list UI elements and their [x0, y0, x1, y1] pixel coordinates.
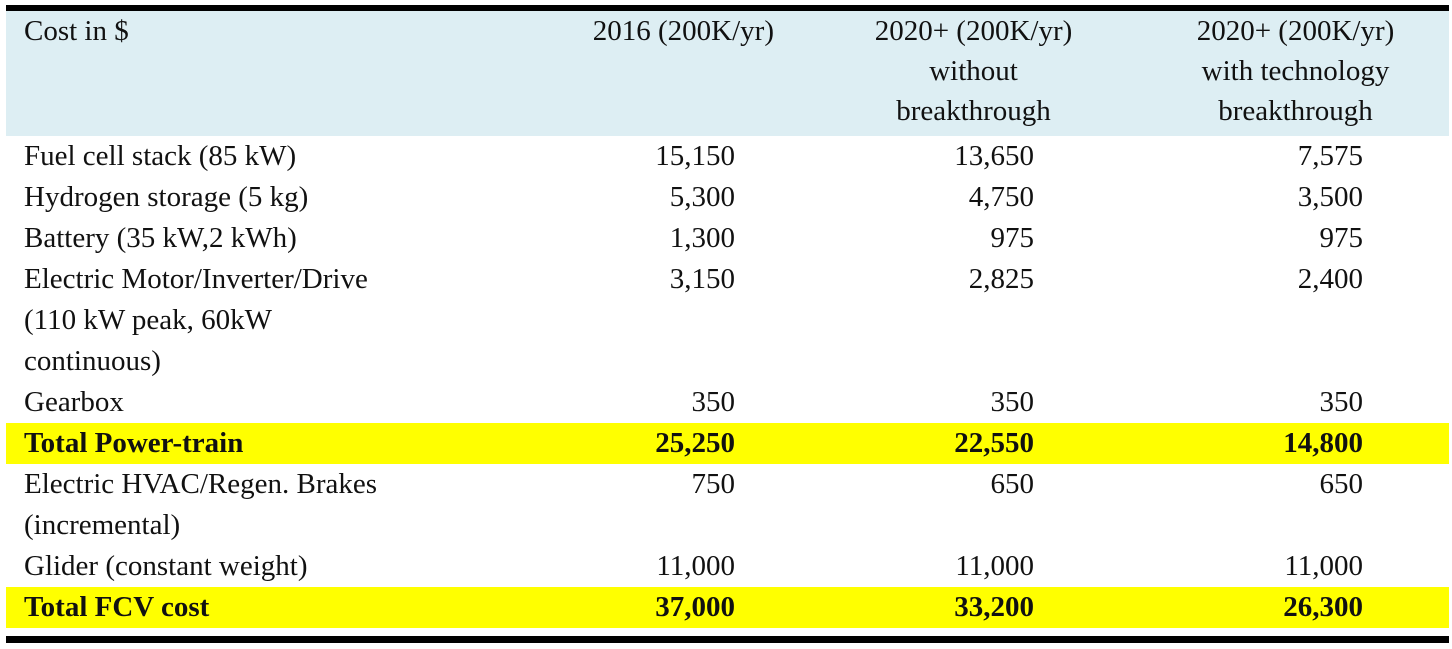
row-label-line: Battery (35 kW,2 kWh)	[24, 222, 297, 254]
header-2020-without: 2020+ (200K/yr) without breakthrough	[823, 11, 1124, 136]
table-body: Fuel cell stack (85 kW) 15,150 13,650 7,…	[6, 136, 1449, 628]
cell-2020-without: 350	[990, 386, 1035, 418]
header-cost-label: Cost in $	[6, 11, 524, 136]
row-label-line: Electric Motor/Inverter/Drive	[24, 263, 368, 295]
row-electric-hvac: Electric HVAC/Regen. Brakes (incremental…	[6, 464, 1449, 546]
cell-2020-without: 2,825	[968, 263, 1034, 295]
header-2020-without-line: without	[929, 55, 1018, 87]
cell-2020-without: 13,650	[954, 140, 1034, 172]
cell-2020-without: 650	[990, 468, 1035, 500]
cell-2020-with: 3,500	[1297, 181, 1363, 213]
header-2020-with-line: with technology	[1201, 55, 1390, 87]
cell-2020-without: 975	[990, 222, 1035, 254]
cell-2016: 11,000	[656, 550, 735, 582]
bottom-rule	[6, 636, 1449, 643]
row-label-line: (incremental)	[24, 509, 181, 541]
row-label: Total FCV cost	[6, 587, 524, 628]
row-label-line: continuous)	[24, 345, 161, 377]
cell-2016: 750	[691, 468, 736, 500]
row-battery: Battery (35 kW,2 kWh) 1,300 975 975	[6, 218, 1449, 259]
row-total-power-train: Total Power-train 25,250 22,550 14,800	[6, 423, 1449, 464]
cell-2020-with: 26,300	[1124, 587, 1449, 628]
cell-2020-with: 11,000	[1284, 550, 1363, 582]
row-label-line: Fuel cell stack (85 kW)	[24, 140, 297, 172]
row-label: Total Power-train	[6, 423, 524, 464]
header-2020-with: 2020+ (200K/yr) with technology breakthr…	[1124, 11, 1449, 136]
row-label: Fuel cell stack (85 kW)	[6, 136, 524, 177]
row-label-line: Electric HVAC/Regen. Brakes	[24, 468, 378, 500]
cell-2020-without: 4,750	[968, 181, 1034, 213]
cell-2020-with: 650	[1319, 468, 1364, 500]
cell-2016: 25,250	[524, 423, 823, 464]
row-electric-motor: Electric Motor/Inverter/Drive (110 kW pe…	[6, 259, 1449, 382]
row-glider: Glider (constant weight) 11,000 11,000 1…	[6, 546, 1449, 587]
header-2020-without-line: breakthrough	[896, 95, 1051, 127]
cell-2020-with: 7,575	[1297, 140, 1363, 172]
header-2020-without-line: 2020+ (200K/yr)	[874, 15, 1073, 47]
row-label-line: Total FCV cost	[24, 591, 210, 623]
top-rule	[6, 5, 1449, 11]
row-label-line: (110 kW peak, 60kW	[24, 304, 273, 336]
row-label: Battery (35 kW,2 kWh)	[6, 218, 524, 259]
row-label-line: Glider (constant weight)	[24, 550, 308, 582]
header-2020-with-line: 2020+ (200K/yr)	[1196, 15, 1395, 47]
cell-2016: 5,300	[669, 181, 735, 213]
row-total-fcv-cost: Total FCV cost 37,000 33,200 26,300	[6, 587, 1449, 628]
cell-2016: 3,150	[669, 263, 735, 295]
row-gearbox: Gearbox 350 350 350	[6, 382, 1449, 423]
header-row: Cost in $ 2016 (200K/yr) 2020+ (200K/yr)…	[6, 11, 1449, 136]
header-2016: 2016 (200K/yr)	[524, 11, 823, 136]
row-label: Glider (constant weight)	[6, 546, 524, 587]
cell-2020-without: 11,000	[955, 550, 1034, 582]
row-label: Electric Motor/Inverter/Drive (110 kW pe…	[6, 259, 524, 382]
cell-2016: 350	[691, 386, 736, 418]
row-label-line: Total Power-train	[24, 427, 244, 459]
row-label: Electric HVAC/Regen. Brakes (incremental…	[6, 464, 524, 546]
header-2020-with-line: breakthrough	[1218, 95, 1373, 127]
cell-2020-with: 14,800	[1124, 423, 1449, 464]
row-label-line: Gearbox	[24, 386, 124, 418]
cell-2020-without: 33,200	[823, 587, 1124, 628]
cell-2016: 15,150	[655, 140, 735, 172]
cell-2016: 37,000	[524, 587, 823, 628]
row-label: Hydrogen storage (5 kg)	[6, 177, 524, 218]
cell-2020-with: 350	[1319, 386, 1364, 418]
cell-2020-with: 975	[1319, 222, 1364, 254]
row-label: Gearbox	[6, 382, 524, 423]
row-hydrogen-storage: Hydrogen storage (5 kg) 5,300 4,750 3,50…	[6, 177, 1449, 218]
cell-2020-with: 2,400	[1297, 263, 1363, 295]
cell-2020-without: 22,550	[823, 423, 1124, 464]
row-label-line: Hydrogen storage (5 kg)	[24, 181, 309, 213]
row-fuel-cell-stack: Fuel cell stack (85 kW) 15,150 13,650 7,…	[6, 136, 1449, 177]
cost-table: Cost in $ 2016 (200K/yr) 2020+ (200K/yr)…	[6, 11, 1449, 628]
cell-2016: 1,300	[669, 222, 735, 254]
table-header: Cost in $ 2016 (200K/yr) 2020+ (200K/yr)…	[6, 11, 1449, 136]
